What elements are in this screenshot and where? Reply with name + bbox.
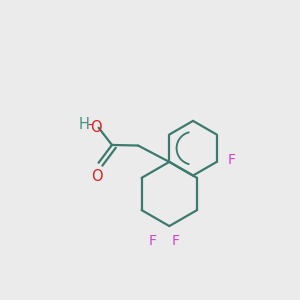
- Text: -: -: [88, 119, 93, 133]
- Text: F: F: [172, 233, 180, 248]
- Text: F: F: [149, 233, 157, 248]
- Text: F: F: [228, 153, 236, 167]
- Text: O: O: [91, 169, 103, 184]
- Text: O: O: [90, 120, 102, 135]
- Text: H: H: [79, 117, 90, 132]
